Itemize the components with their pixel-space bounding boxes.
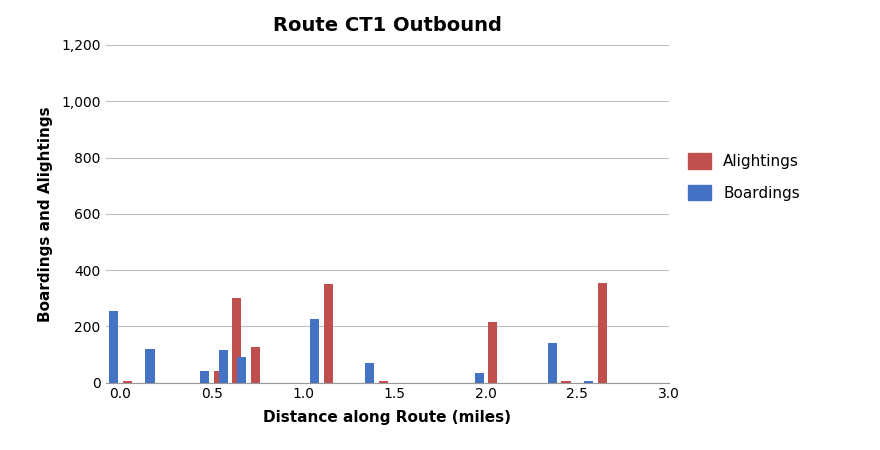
Bar xyxy=(547,343,557,382)
Bar xyxy=(109,311,118,382)
X-axis label: Distance along Route (miles): Distance along Route (miles) xyxy=(263,410,511,425)
Bar xyxy=(214,371,224,382)
Legend: Alightings, Boardings: Alightings, Boardings xyxy=(682,147,806,207)
Bar xyxy=(218,350,228,382)
Bar xyxy=(122,381,132,382)
Bar xyxy=(584,381,593,382)
Bar xyxy=(201,371,209,382)
Title: Route CT1 Outbound: Route CT1 Outbound xyxy=(273,16,502,35)
Bar xyxy=(598,283,607,382)
Bar xyxy=(378,381,388,382)
Y-axis label: Boardings and Alightings: Boardings and Alightings xyxy=(38,106,53,322)
Bar xyxy=(561,381,570,382)
Bar xyxy=(365,363,374,382)
Bar xyxy=(474,373,484,382)
Bar xyxy=(488,322,497,382)
Bar xyxy=(324,284,333,382)
Bar xyxy=(237,357,246,382)
Bar xyxy=(251,347,260,382)
Bar xyxy=(310,319,319,382)
Bar xyxy=(145,349,155,382)
Bar xyxy=(232,298,241,382)
